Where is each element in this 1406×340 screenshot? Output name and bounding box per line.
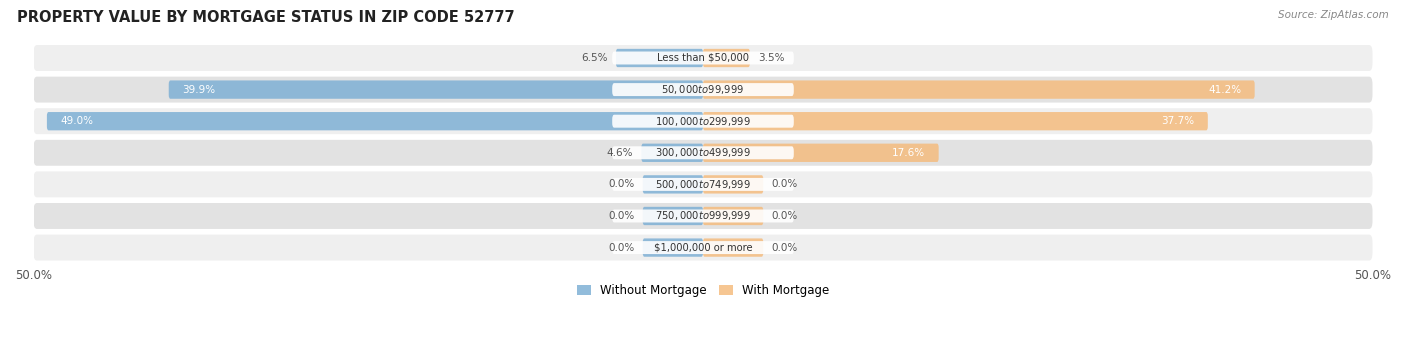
- Text: 41.2%: 41.2%: [1208, 85, 1241, 95]
- Text: PROPERTY VALUE BY MORTGAGE STATUS IN ZIP CODE 52777: PROPERTY VALUE BY MORTGAGE STATUS IN ZIP…: [17, 10, 515, 25]
- FancyBboxPatch shape: [34, 171, 1372, 197]
- FancyBboxPatch shape: [46, 112, 703, 130]
- FancyBboxPatch shape: [612, 52, 794, 65]
- Text: 0.0%: 0.0%: [772, 242, 797, 253]
- Text: 17.6%: 17.6%: [893, 148, 925, 158]
- Text: 3.5%: 3.5%: [758, 53, 785, 63]
- Text: 39.9%: 39.9%: [183, 85, 215, 95]
- Text: 0.0%: 0.0%: [609, 211, 634, 221]
- FancyBboxPatch shape: [703, 112, 1208, 130]
- FancyBboxPatch shape: [34, 45, 1372, 71]
- FancyBboxPatch shape: [643, 175, 703, 193]
- FancyBboxPatch shape: [616, 49, 703, 67]
- FancyBboxPatch shape: [703, 207, 763, 225]
- Text: Less than $50,000: Less than $50,000: [657, 53, 749, 63]
- FancyBboxPatch shape: [643, 238, 703, 257]
- Text: $300,000 to $499,999: $300,000 to $499,999: [655, 146, 751, 159]
- FancyBboxPatch shape: [612, 178, 794, 191]
- FancyBboxPatch shape: [612, 209, 794, 222]
- FancyBboxPatch shape: [34, 108, 1372, 134]
- FancyBboxPatch shape: [34, 203, 1372, 229]
- Text: $1,000,000 or more: $1,000,000 or more: [654, 242, 752, 253]
- FancyBboxPatch shape: [612, 241, 794, 254]
- Text: 0.0%: 0.0%: [772, 180, 797, 189]
- Text: 4.6%: 4.6%: [607, 148, 633, 158]
- FancyBboxPatch shape: [703, 238, 763, 257]
- FancyBboxPatch shape: [703, 81, 1254, 99]
- Legend: Without Mortgage, With Mortgage: Without Mortgage, With Mortgage: [576, 284, 830, 297]
- FancyBboxPatch shape: [612, 146, 794, 159]
- FancyBboxPatch shape: [703, 143, 939, 162]
- Text: 0.0%: 0.0%: [609, 180, 634, 189]
- Text: 0.0%: 0.0%: [609, 242, 634, 253]
- Text: $50,000 to $99,999: $50,000 to $99,999: [661, 83, 745, 96]
- Text: $750,000 to $999,999: $750,000 to $999,999: [655, 209, 751, 222]
- FancyBboxPatch shape: [169, 81, 703, 99]
- Text: 37.7%: 37.7%: [1161, 116, 1195, 126]
- FancyBboxPatch shape: [703, 175, 763, 193]
- FancyBboxPatch shape: [643, 207, 703, 225]
- FancyBboxPatch shape: [34, 235, 1372, 260]
- FancyBboxPatch shape: [34, 76, 1372, 103]
- FancyBboxPatch shape: [641, 143, 703, 162]
- Text: Source: ZipAtlas.com: Source: ZipAtlas.com: [1278, 10, 1389, 20]
- FancyBboxPatch shape: [612, 83, 794, 96]
- Text: 0.0%: 0.0%: [772, 211, 797, 221]
- FancyBboxPatch shape: [612, 115, 794, 128]
- Text: 6.5%: 6.5%: [582, 53, 607, 63]
- Text: $500,000 to $749,999: $500,000 to $749,999: [655, 178, 751, 191]
- FancyBboxPatch shape: [703, 49, 749, 67]
- Text: $100,000 to $299,999: $100,000 to $299,999: [655, 115, 751, 128]
- Text: 49.0%: 49.0%: [60, 116, 93, 126]
- FancyBboxPatch shape: [34, 140, 1372, 166]
